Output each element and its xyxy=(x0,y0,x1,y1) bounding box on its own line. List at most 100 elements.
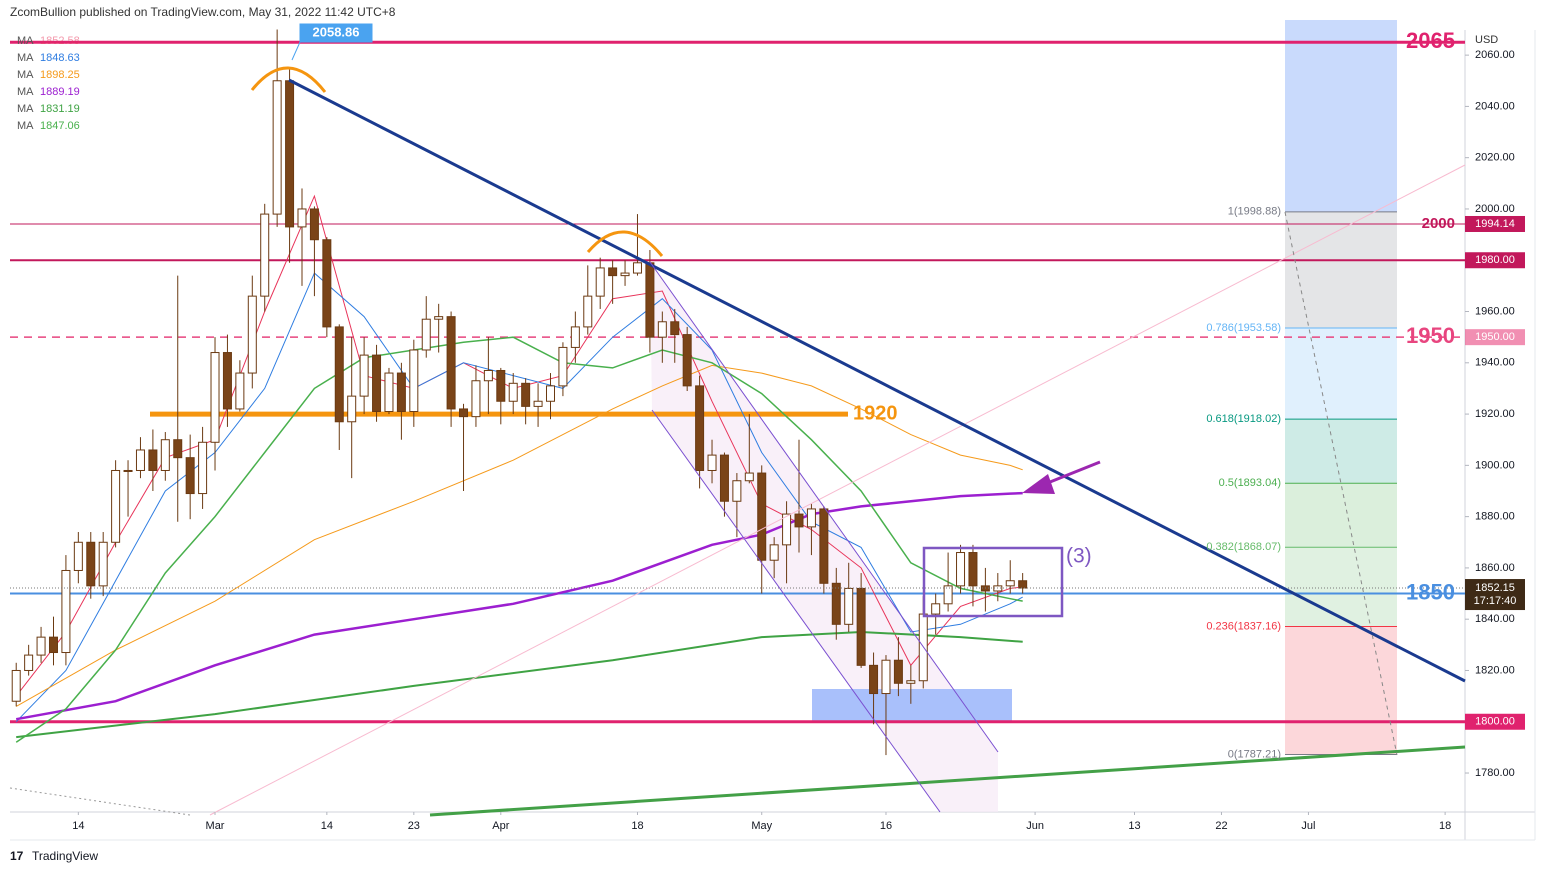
candle-body xyxy=(247,295,257,374)
candle-body xyxy=(595,267,605,297)
candle-body xyxy=(198,441,208,495)
top-arc xyxy=(250,66,327,93)
candle-body xyxy=(409,349,419,413)
candle-body xyxy=(508,382,518,402)
fib-band xyxy=(1285,483,1397,548)
candle-body xyxy=(36,636,46,656)
fib-label: 0.618(1918.02) xyxy=(1206,413,1281,425)
candle-body xyxy=(347,395,357,423)
range-box xyxy=(922,546,1064,618)
candle-body xyxy=(446,316,456,410)
candle-body xyxy=(185,457,195,495)
candle-body xyxy=(285,80,295,228)
legend-value: 1831.19 xyxy=(40,103,80,115)
candle-body xyxy=(1005,580,1015,587)
level-label: 1950 xyxy=(1406,323,1455,348)
candle-body xyxy=(682,334,692,387)
x-tick-label: Apr xyxy=(492,820,509,832)
candle-body xyxy=(732,480,742,502)
x-tick-label: 18 xyxy=(1439,820,1451,832)
candle-body xyxy=(645,262,655,338)
candle-body xyxy=(906,680,916,684)
fib-label: 0.786(1953.58) xyxy=(1206,322,1281,334)
y-tick-label: 1900.00 xyxy=(1475,459,1515,471)
header: ZcomBullion published on TradingView.com… xyxy=(10,5,396,19)
price-tag-box xyxy=(1465,329,1525,346)
candle-body xyxy=(794,513,804,528)
x-tick-label: May xyxy=(751,820,772,832)
position-box xyxy=(1285,20,1397,212)
candle-body xyxy=(744,472,754,482)
y-tick-label: 1840.00 xyxy=(1475,613,1515,625)
candle-body xyxy=(943,585,953,605)
fib-band xyxy=(1285,327,1397,420)
logo: 17 TradingView xyxy=(10,849,98,863)
x-tick-label: Mar xyxy=(206,820,225,832)
candle-body xyxy=(769,544,779,561)
candle-body xyxy=(222,352,232,410)
candle-body xyxy=(657,321,667,338)
candle-body xyxy=(719,454,729,502)
y-tick-label: 2020.00 xyxy=(1475,152,1515,164)
candle-body xyxy=(819,508,829,584)
candle-body xyxy=(893,659,903,684)
candle-body xyxy=(322,239,332,328)
candle-body xyxy=(545,385,555,402)
candle-body xyxy=(881,659,891,695)
price-tag: 1800.00 xyxy=(1475,716,1515,728)
y-tick-label: 1880.00 xyxy=(1475,511,1515,523)
candle-body xyxy=(869,664,879,695)
candle-body xyxy=(695,385,705,471)
top-arc xyxy=(586,230,664,257)
y-tick-label: 1960.00 xyxy=(1475,305,1515,317)
moving-average xyxy=(16,630,1023,739)
candle-body xyxy=(806,508,816,528)
dotted-line xyxy=(9,787,191,816)
candle-body xyxy=(11,669,21,702)
legend-value: 1852.58 xyxy=(40,35,80,47)
y-tick-label: 1820.00 xyxy=(1475,664,1515,676)
resistance-trendline xyxy=(288,78,1466,683)
fib-label: 1(1998.88) xyxy=(1228,206,1281,218)
price-tag: 1994.14 xyxy=(1475,218,1515,230)
x-tick-label: 14 xyxy=(72,820,84,832)
candle-body xyxy=(173,439,183,459)
support-trendline xyxy=(429,745,1466,817)
fib-label: 0(1787.21) xyxy=(1228,748,1281,760)
support-label: 1920 xyxy=(853,402,898,424)
count-label: (3) xyxy=(1066,545,1092,568)
candle-body xyxy=(148,449,158,471)
y-tick-label: 1780.00 xyxy=(1475,767,1515,779)
candle-body xyxy=(856,587,866,666)
candle-body xyxy=(483,369,493,382)
currency: USD xyxy=(1475,34,1498,46)
arrow-shaft xyxy=(1044,460,1101,486)
legend-name: MA xyxy=(17,69,34,81)
level-label: 2065 xyxy=(1406,28,1455,53)
footer: TradingView xyxy=(32,849,98,863)
candle-body xyxy=(260,213,270,297)
candle-body xyxy=(434,316,444,320)
price-tag-box xyxy=(1465,713,1525,730)
level-label: 2000 xyxy=(1422,215,1455,232)
countdown: 17:17:40 xyxy=(1474,595,1517,607)
legend-value: 1847.06 xyxy=(40,120,80,132)
candle-body xyxy=(272,80,282,215)
x-tick-label: Jun xyxy=(1026,820,1044,832)
legend-name: MA xyxy=(17,86,34,98)
candle-body xyxy=(61,569,71,654)
x-tick-label: 22 xyxy=(1215,820,1227,832)
arrow-head xyxy=(1022,474,1055,494)
candle-body xyxy=(570,326,580,348)
moving-average xyxy=(15,491,1023,721)
candle-body xyxy=(533,400,543,407)
callout-box xyxy=(291,23,373,61)
legend-value: 1898.25 xyxy=(40,69,80,81)
candle-body xyxy=(334,326,344,423)
fib-label: 0.5(1893.04) xyxy=(1219,477,1281,489)
series-layer xyxy=(10,29,1465,756)
candle-body xyxy=(210,352,220,443)
candle-body xyxy=(1018,580,1028,589)
